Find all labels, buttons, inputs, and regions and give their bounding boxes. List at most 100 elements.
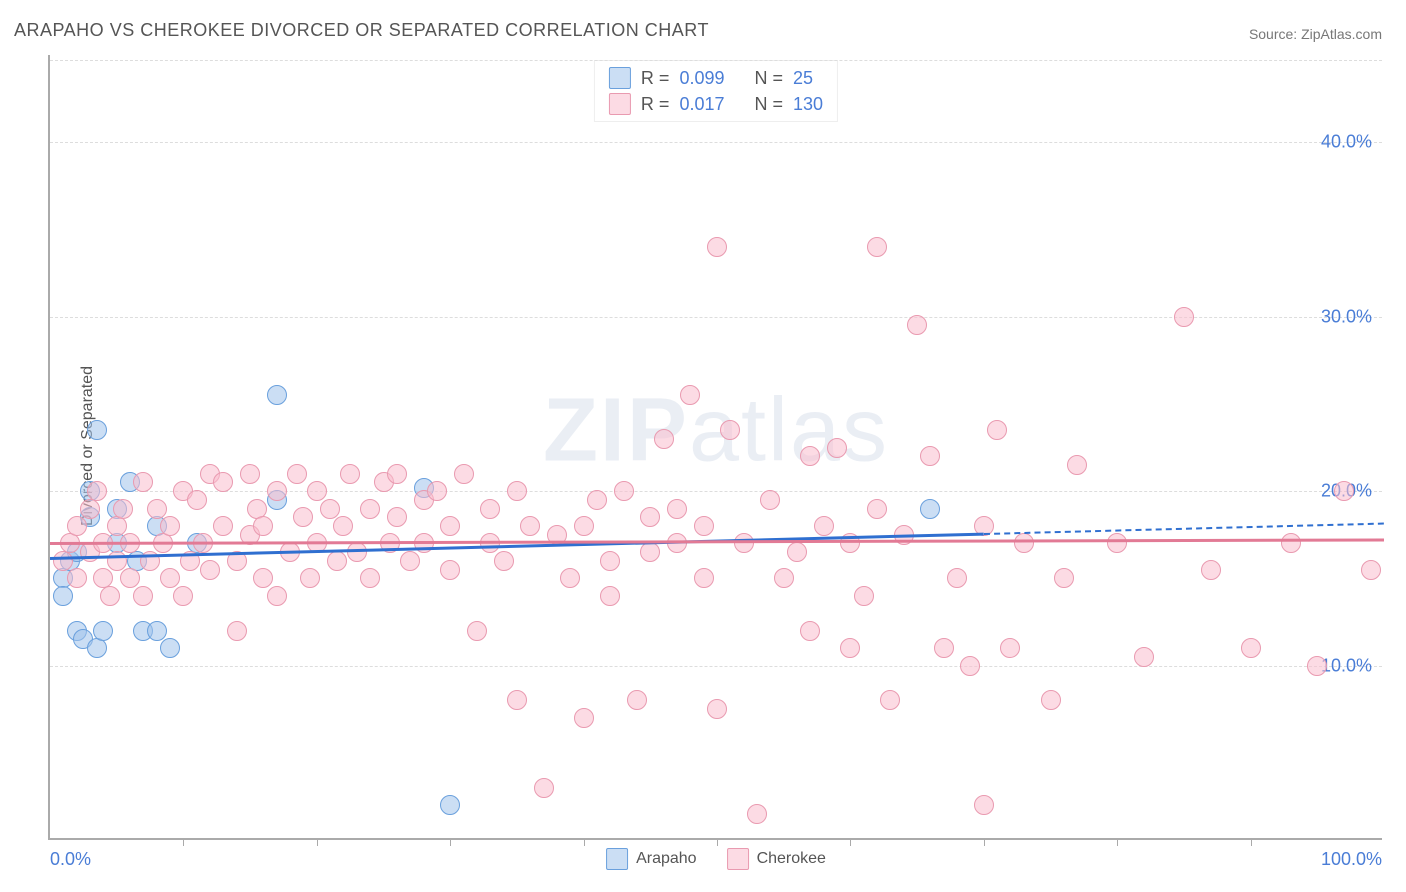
data-point	[494, 551, 514, 571]
data-point	[187, 490, 207, 510]
data-point	[907, 315, 927, 335]
data-point	[667, 499, 687, 519]
data-point	[827, 438, 847, 458]
data-point	[100, 586, 120, 606]
data-point	[113, 499, 133, 519]
x-tick	[850, 838, 851, 846]
data-point	[600, 586, 620, 606]
x-tick	[317, 838, 318, 846]
x-tick	[717, 838, 718, 846]
data-point	[1067, 455, 1087, 475]
data-point	[387, 464, 407, 484]
data-point	[640, 507, 660, 527]
gridline	[50, 60, 1382, 61]
data-point	[574, 516, 594, 536]
data-point	[400, 551, 420, 571]
data-point	[694, 516, 714, 536]
data-point	[1107, 533, 1127, 553]
x-tick	[584, 838, 585, 846]
data-point	[340, 464, 360, 484]
data-point	[520, 516, 540, 536]
gridline	[50, 142, 1382, 143]
data-point	[654, 429, 674, 449]
data-point	[1307, 656, 1327, 676]
data-point	[253, 568, 273, 588]
x-tick	[183, 838, 184, 846]
data-point	[854, 586, 874, 606]
x-tick	[450, 838, 451, 846]
data-point	[974, 795, 994, 815]
data-point	[160, 638, 180, 658]
data-point	[267, 481, 287, 501]
data-point	[200, 560, 220, 580]
data-point	[574, 708, 594, 728]
data-point	[300, 568, 320, 588]
data-point	[53, 586, 73, 606]
data-point	[960, 656, 980, 676]
data-point	[640, 542, 660, 562]
plot-area: ZIPatlas 0.0% 100.0% ArapahoCherokee R =…	[48, 55, 1382, 840]
source-label: Source: ZipAtlas.com	[1249, 26, 1382, 42]
data-point	[987, 420, 1007, 440]
data-point	[947, 568, 967, 588]
data-point	[747, 804, 767, 824]
data-point	[147, 499, 167, 519]
data-point	[734, 533, 754, 553]
data-point	[287, 464, 307, 484]
data-point	[440, 516, 460, 536]
data-point	[774, 568, 794, 588]
data-point	[80, 499, 100, 519]
data-point	[707, 237, 727, 257]
data-point	[87, 420, 107, 440]
data-point	[173, 586, 193, 606]
data-point	[87, 638, 107, 658]
data-point	[87, 481, 107, 501]
data-point	[320, 499, 340, 519]
x-min-label: 0.0%	[50, 849, 91, 870]
data-point	[227, 621, 247, 641]
data-point	[440, 560, 460, 580]
y-tick-label: 10.0%	[1321, 655, 1372, 676]
data-point	[614, 481, 634, 501]
data-point	[107, 516, 127, 536]
legend-swatch	[609, 67, 631, 89]
data-point	[507, 690, 527, 710]
data-point	[480, 499, 500, 519]
data-point	[120, 568, 140, 588]
data-point	[160, 568, 180, 588]
x-tick	[1117, 838, 1118, 846]
data-point	[587, 490, 607, 510]
data-point	[160, 516, 180, 536]
data-point	[720, 420, 740, 440]
data-point	[507, 481, 527, 501]
data-point	[1014, 533, 1034, 553]
data-point	[867, 499, 887, 519]
y-tick-label: 30.0%	[1321, 306, 1372, 327]
data-point	[840, 638, 860, 658]
top-legend: R = 0.099 N = 25R = 0.017 N = 130	[594, 60, 838, 122]
data-point	[787, 542, 807, 562]
data-point	[213, 516, 233, 536]
data-point	[213, 472, 233, 492]
data-point	[307, 481, 327, 501]
gridline	[50, 491, 1382, 492]
data-point	[333, 516, 353, 536]
legend-swatch	[727, 848, 749, 870]
data-point	[67, 516, 87, 536]
data-point	[627, 690, 647, 710]
legend-item: Cherokee	[727, 848, 826, 870]
data-point	[427, 481, 447, 501]
data-point	[267, 385, 287, 405]
data-point	[1281, 533, 1301, 553]
data-point	[147, 621, 167, 641]
data-point	[1054, 568, 1074, 588]
legend-label: Arapaho	[636, 850, 697, 868]
data-point	[387, 507, 407, 527]
data-point	[93, 621, 113, 641]
legend-item: Arapaho	[606, 848, 697, 870]
watermark: ZIPatlas	[543, 379, 889, 482]
data-point	[680, 385, 700, 405]
data-point	[814, 516, 834, 536]
data-point	[1241, 638, 1261, 658]
data-point	[800, 446, 820, 466]
